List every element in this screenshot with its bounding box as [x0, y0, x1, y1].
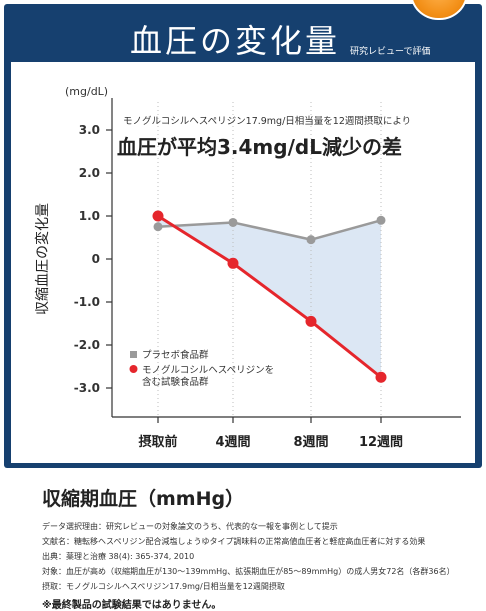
- x-tick-label: 12週間: [359, 435, 403, 450]
- data-point-s2-4: [375, 371, 387, 383]
- y-axis-label: 収縮血圧の変化量: [34, 203, 51, 315]
- page-subtitle: 研究レビューで評価: [350, 47, 431, 57]
- data-point-s2-2: [227, 257, 239, 269]
- legend-marker-1: [130, 351, 137, 358]
- notes-title: 収縮期血圧（mmHg）: [42, 488, 245, 510]
- data-point-s1-1: [153, 222, 163, 232]
- blood-pressure-chart: 3.0 2.0 1.0 0 -1.0 -2.0 -3.0 摂取前 4週間 8週間 12週間 (mg/d…: [34, 85, 461, 450]
- legend-label-2-line-1: モノグルコシルヘスペリジンを: [142, 364, 274, 376]
- legend-label-1: プラセボ食品群: [142, 349, 209, 361]
- y-tick-label: 0: [92, 252, 100, 266]
- data-point-s1-2: [228, 217, 238, 227]
- data-point-s2-1: [152, 210, 164, 222]
- note-line: 出典：薬理と治療 38(4): 365-374, 2010: [42, 552, 195, 561]
- notes-section: 収縮期血圧（mmHg） データ選択理由：研究レビューの対象論文のうち、代表的な一…: [42, 484, 482, 611]
- chart-frame: 血圧の変化量 研究レビューで評価 3.0 2.0 1.0 0 -1.0 -2.0 -3.0 摂…: [4, 0, 482, 468]
- note-line: 文献名：糖転移ヘスペリジン配合減塩しょうゆタイプ調味料の正常高値血圧者と軽症高血…: [42, 537, 426, 546]
- x-tick-label: 摂取前: [138, 434, 177, 450]
- legend-label-2-line-2: 含む試験食品群: [142, 376, 209, 388]
- legend-marker-2: [129, 365, 138, 373]
- note-line: 摂取：モノグルコシルヘスペリジン17.9mg/日相当量を12週間摂取: [42, 582, 285, 591]
- difference-area: [158, 216, 381, 378]
- header-bar: 血圧の変化量 研究レビューで評価: [4, 4, 482, 62]
- y-tick-label: -2.0: [74, 338, 100, 352]
- notes-warning: ※最終製品の試験結果ではありません。: [42, 600, 222, 611]
- data-point-s1-3: [306, 235, 316, 245]
- y-tick-label: 3.0: [79, 123, 100, 137]
- y-tick-label: -3.0: [74, 381, 100, 395]
- series-line-2: [157, 214, 382, 379]
- unit-label: (mg/dL): [65, 85, 108, 98]
- series-line-1: [157, 219, 382, 241]
- y-tick-label: 2.0: [79, 166, 100, 180]
- y-tick-label: 1.0: [79, 209, 100, 223]
- annotation-condition: モノグルコシルヘスペリジン17.9mg/日相当量を12週間摂取により: [123, 116, 412, 127]
- y-tick-label: -1.0: [74, 295, 100, 309]
- x-tick-label: 8週間: [293, 435, 328, 450]
- data-point-s1-4: [376, 215, 386, 225]
- x-tick-label: 4週間: [215, 435, 250, 450]
- data-point-s2-3: [305, 315, 317, 327]
- note-line: データ選択理由：研究レビューの対象論文のうち、代表的な一報を事例として提示: [42, 522, 338, 531]
- chart-panel: 3.0 2.0 1.0 0 -1.0 -2.0 -3.0 摂取前 4週間 8週間 12週間 (mg/d…: [11, 62, 475, 463]
- note-line: 対象：血圧が高め（収縮期血圧が130〜139mmHg、拡張期血圧が85〜89mm…: [42, 567, 455, 576]
- page-title: 血圧の変化量: [130, 22, 341, 60]
- annotation-headline: 血圧が平均3.4mg/dL減少の差: [117, 135, 402, 159]
